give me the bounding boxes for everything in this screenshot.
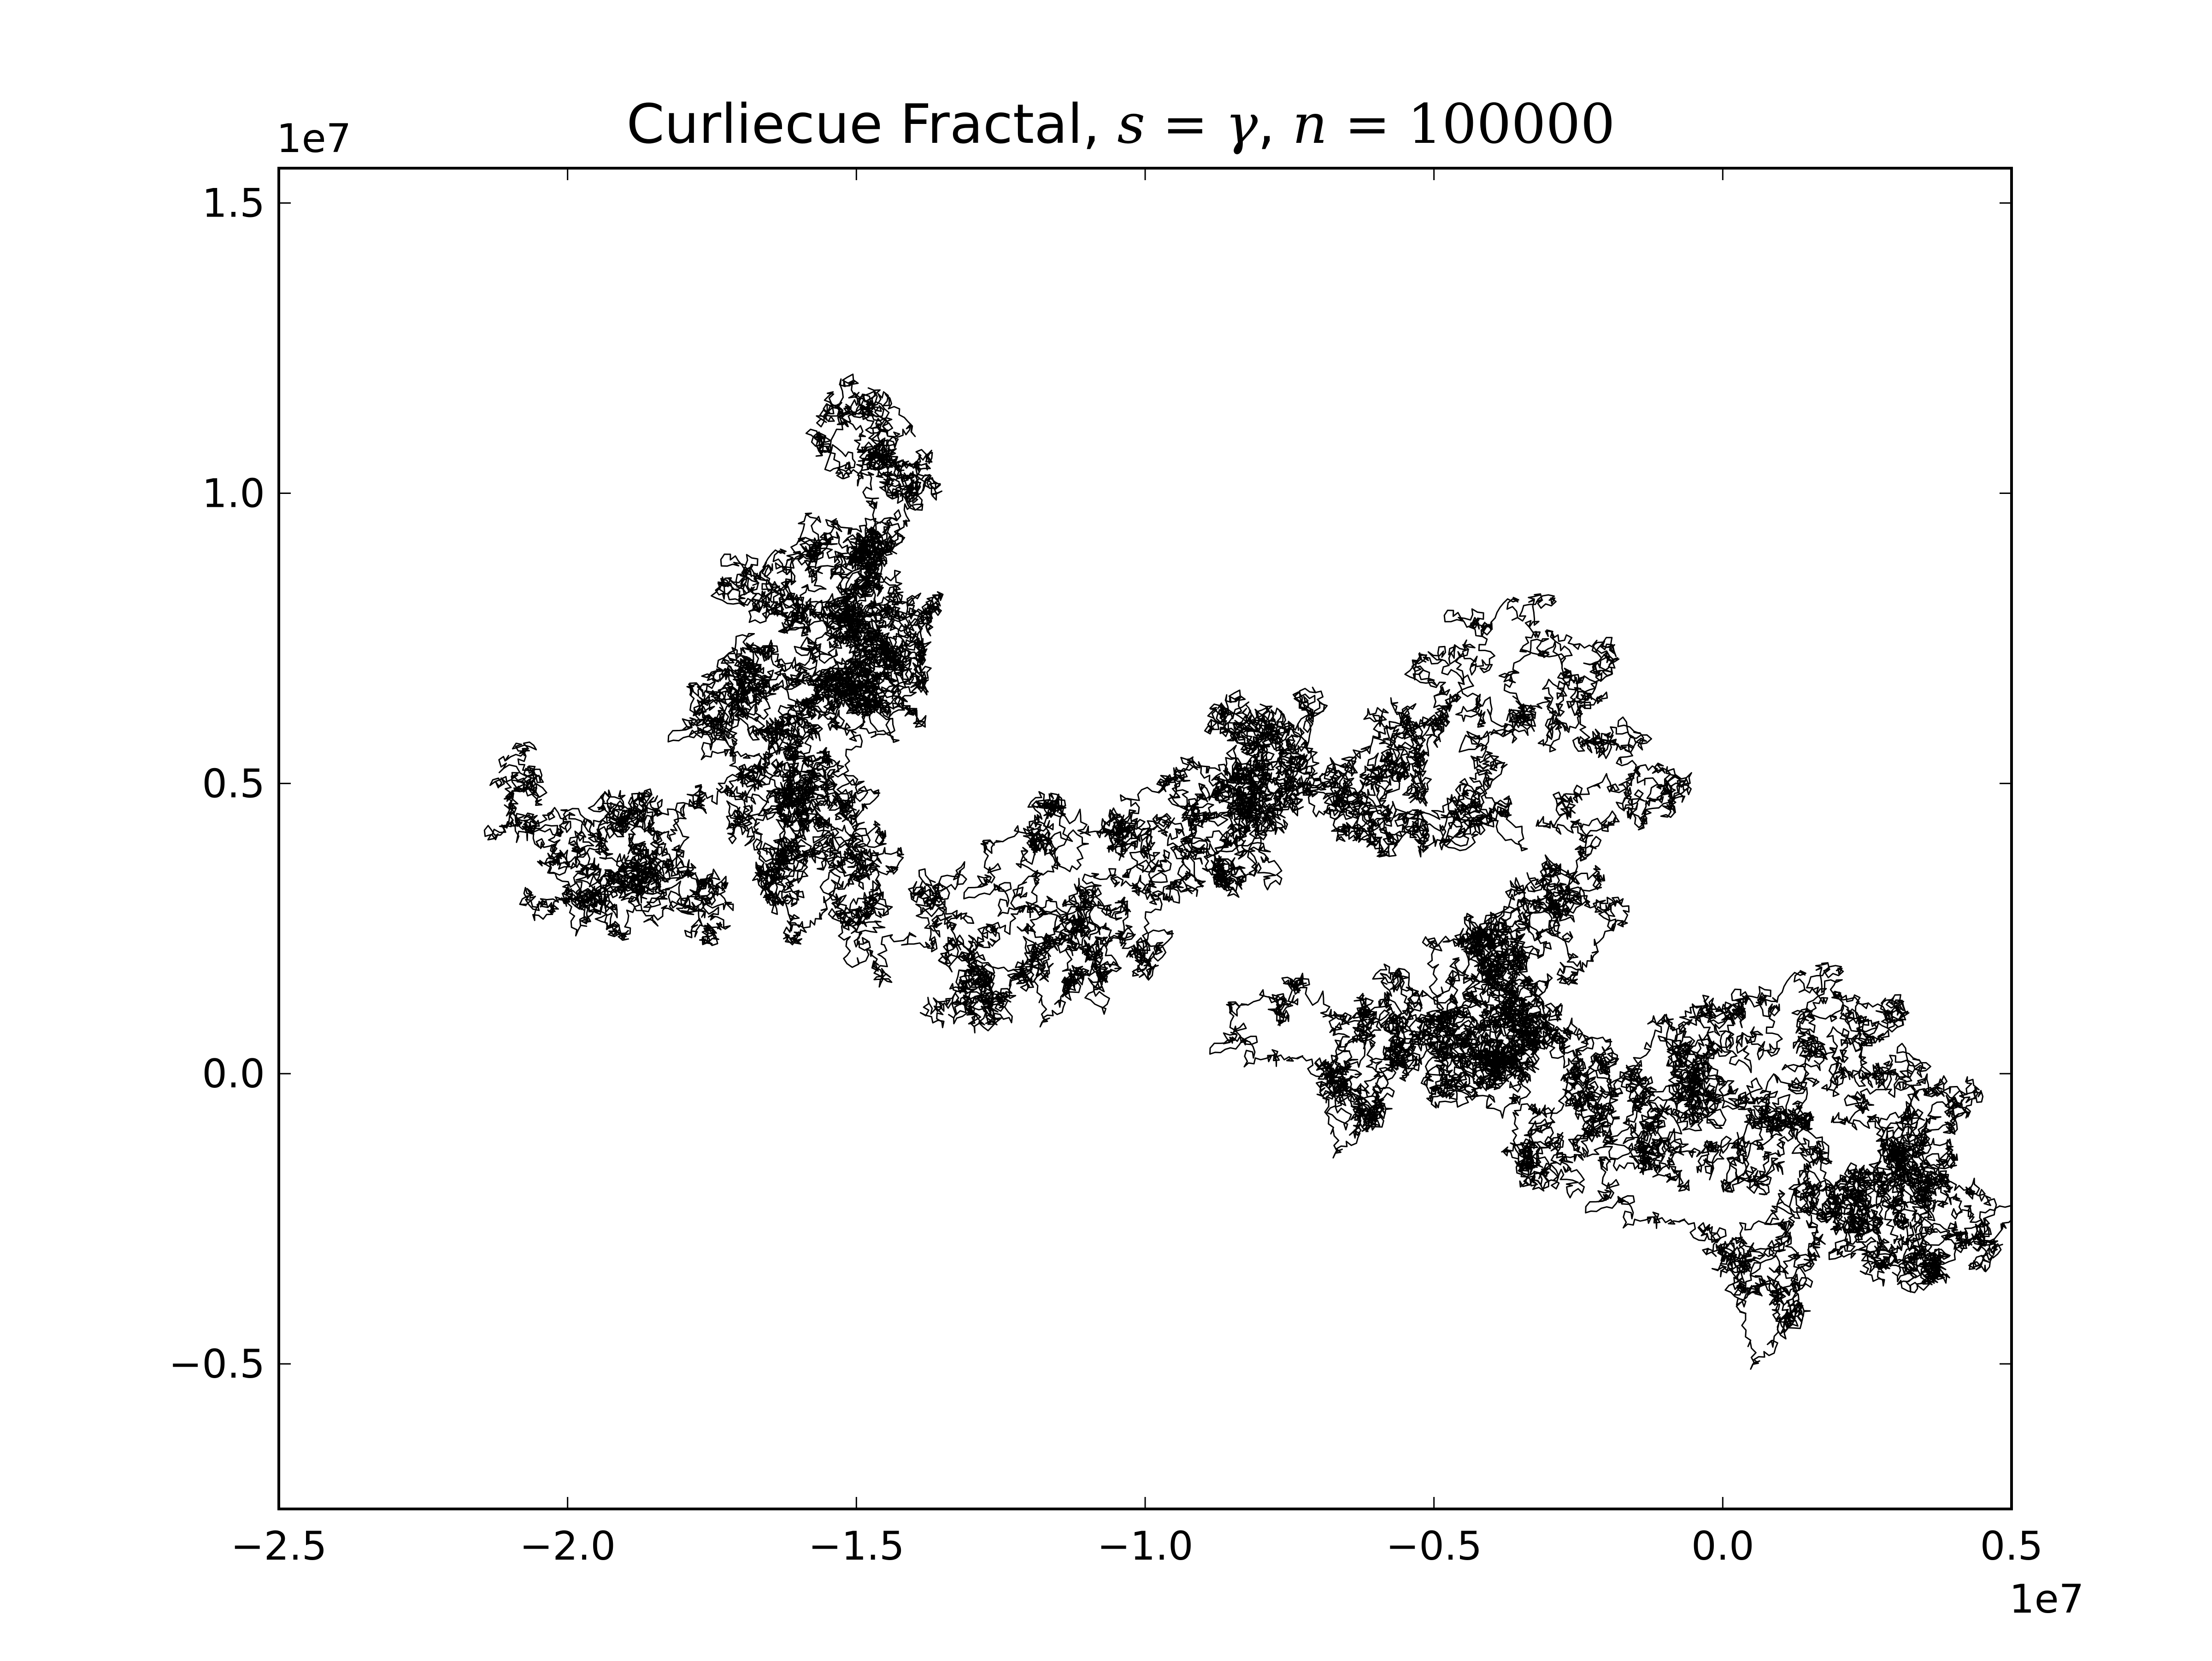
x-tick-label: 0.0 [1691,1523,1754,1569]
chart-title-eq1: = [1145,92,1225,156]
y-tick-label: −0.5 [169,1341,265,1387]
y-tick-label: 1.5 [202,181,265,227]
y-tick-label: 1.0 [202,470,265,516]
chart-title-gamma: γ [1225,92,1258,156]
chart-title-eq2: = [1327,92,1407,156]
y-tick-label: 0.0 [202,1051,265,1097]
x-tick-label: −0.5 [1386,1523,1482,1569]
y-tick-label: 0.5 [202,761,265,807]
chart-title-prefix: Curliecue Fractal, [626,92,1117,156]
x-tick-label: −1.5 [808,1523,905,1569]
x-offset-label: 1e7 [2009,1576,2084,1622]
x-tick-label: 0.5 [1980,1523,2043,1569]
chart-title-n-var: n [1292,92,1327,156]
chart-title-s-var: s [1117,92,1145,156]
chart-title-sep: , [1258,92,1292,156]
x-tick-label: −2.0 [519,1523,616,1569]
axes-layer: −2.5 −2.0 −1.5 −1.0 −0.5 0.0 0.5 −0.5 0.0 0.5 1.0 1… [169,167,2043,1569]
y-offset-label: 1e7 [276,116,351,162]
series-layer [483,373,2012,1370]
series-line [483,373,2012,1370]
x-tick-label: −2.5 [231,1523,327,1569]
chart-title-n-value: 100000 [1407,92,1615,156]
chart-title: Curliecue Fractal, s = γ, n = 100000 [626,92,1615,156]
x-tick-label: −1.0 [1097,1523,1194,1569]
